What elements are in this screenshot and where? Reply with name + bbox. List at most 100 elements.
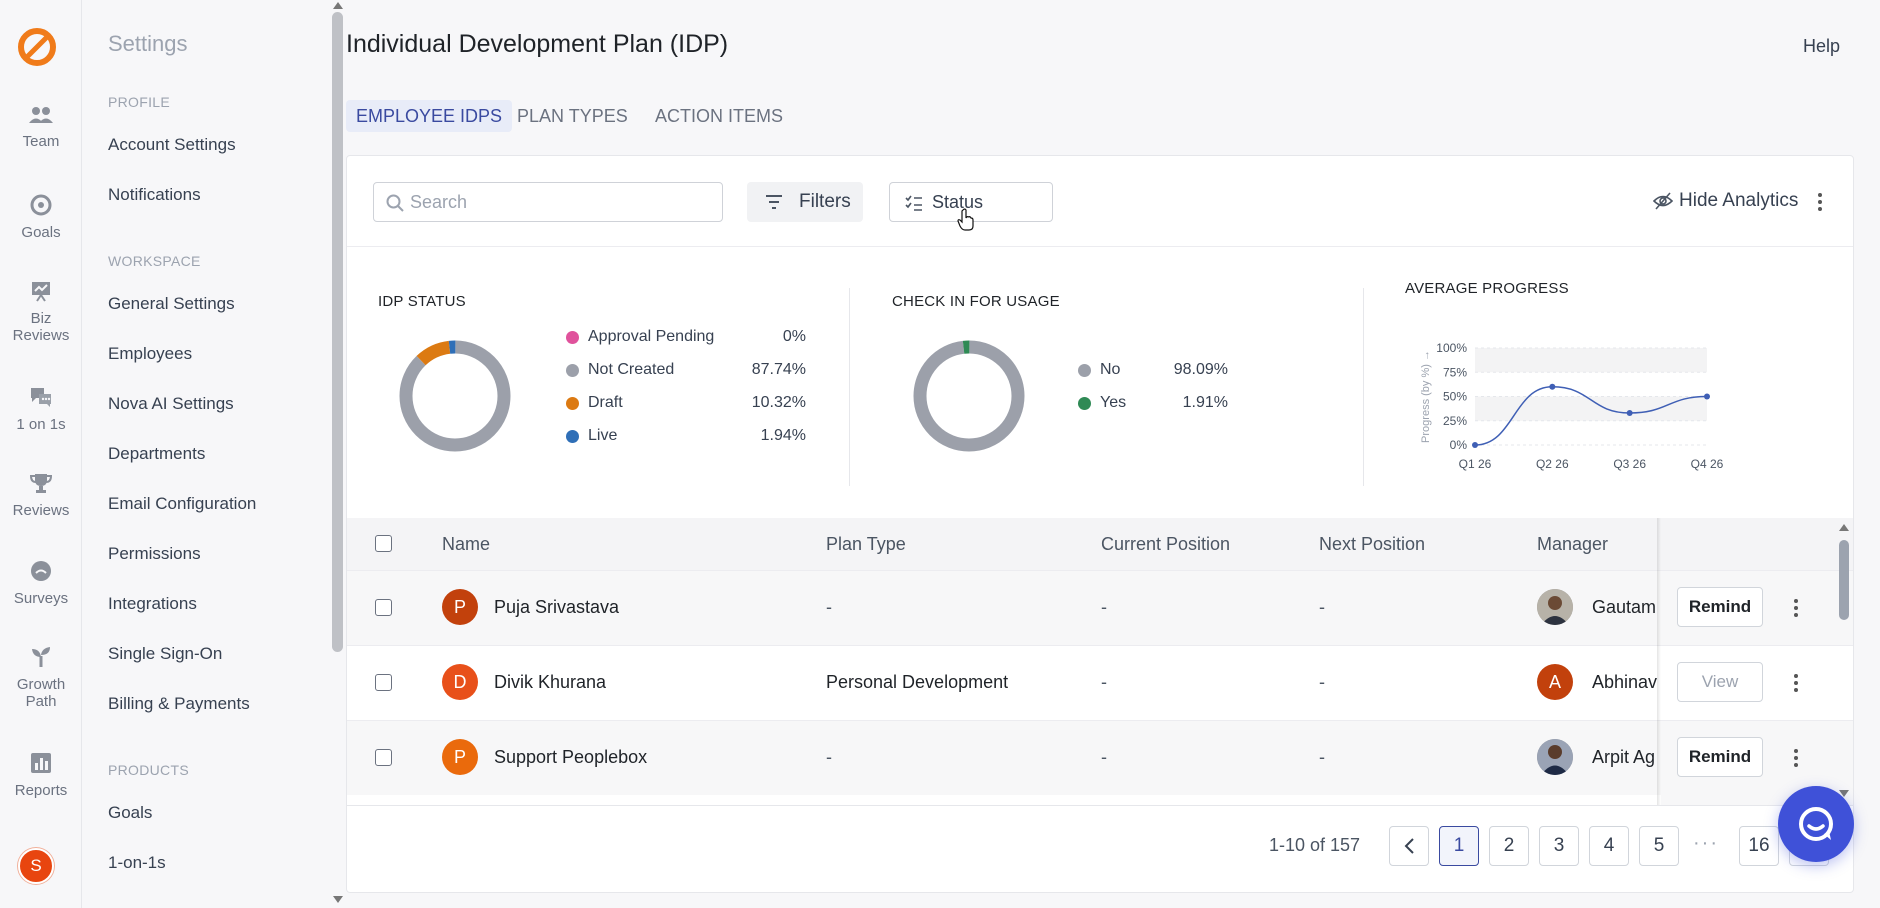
tab-action-items[interactable]: ACTION ITEMS [655,106,784,126]
chat-support-button[interactable] [1778,786,1854,862]
plan-type-cell: Personal Development [826,672,1009,692]
row-more-icon[interactable] [1793,599,1799,620]
sidebar-item-single-sign-on[interactable]: Single Sign-On [108,644,223,663]
checkin-slice-1[interactable] [913,340,1025,452]
column-header-plan-type[interactable]: Plan Type [826,534,906,554]
scroll-down-arrow-icon[interactable] [333,896,343,903]
tab-employee-idps[interactable]: EMPLOYEE IDPS [346,100,513,132]
row-checkbox[interactable] [375,674,392,691]
sidebar-item-notifications[interactable]: Notifications [108,185,201,204]
search-input[interactable] [410,183,710,221]
biz-reviews-icon [32,282,50,302]
hand-cursor-icon [957,208,974,231]
scroll-up-arrow-icon[interactable] [333,2,343,9]
sidebar-scrollbar[interactable] [332,0,344,908]
legend-pct: 98.09% [1173,361,1228,378]
employee-name[interactable]: Puja Srivastava [494,597,620,617]
rail-item-surveys[interactable]: Surveys [0,560,82,607]
sidebar-item-1on1s[interactable]: 1-on-1s [108,853,166,872]
manager-name: Abhinav [1592,672,1658,692]
sidebar-item-integrations[interactable]: Integrations [108,594,197,613]
select-all-checkbox[interactable] [375,535,392,552]
sidebar-item-goals[interactable]: Goals [108,803,153,822]
app-logo-icon[interactable] [16,26,58,68]
progress-point-q1-26[interactable] [1472,442,1478,448]
view-button[interactable]: View [1677,662,1763,702]
rail-item-team[interactable]: Team [0,105,82,150]
user-avatar[interactable]: S [18,848,54,884]
pagination-page-last[interactable]: 16 [1739,826,1779,866]
idp-status-slice-3[interactable] [399,340,511,452]
remind-button[interactable]: Remind [1677,737,1763,777]
y-tick-label: 0% [1450,438,1468,452]
rail-item-label: Team [22,133,60,150]
employee-name[interactable]: Support Peoplebox [494,747,648,767]
legend-label: Yes [1100,394,1127,411]
idp-card: Filters Status Hide Analytics IDP STATUS… [346,155,1854,893]
sidebar-item-general-settings[interactable]: General Settings [108,294,235,313]
pagination-ellipsis: ··· [1693,832,1719,854]
table-row[interactable]: P Support Peoplebox - - - Arpit Ag [347,720,1853,795]
row-more-icon[interactable] [1793,674,1799,695]
pagination-page-4[interactable]: 4 [1589,826,1629,866]
pagination-range: 1-10 of 157 [1269,835,1361,855]
toolbar-more-icon[interactable] [1817,193,1823,214]
rail-item-growth-path[interactable]: Growth Path [4,646,78,710]
sidebar-item-permissions[interactable]: Permissions [108,544,201,563]
sidebar-item-account-settings[interactable]: Account Settings [108,135,236,154]
goals-icon [30,194,52,216]
employee-name[interactable]: Divik Khurana [494,672,607,692]
scrollbar-thumb[interactable] [1839,540,1849,620]
pagination-page-5[interactable]: 5 [1639,826,1679,866]
pagination-page-1[interactable]: 1 [1439,826,1479,866]
sidebar-item-employees[interactable]: Employees [108,344,193,363]
manager-photo-avatar [1537,739,1573,775]
rail-item-reviews[interactable]: Reviews [0,472,82,519]
sidebar-item-billing-payments[interactable]: Billing & Payments [108,694,250,713]
remind-button[interactable]: Remind [1677,587,1763,627]
row-more-icon[interactable] [1793,749,1799,770]
legend-item-no: No 98.09% [1078,361,1228,381]
pagination-prev-button[interactable] [1389,826,1429,866]
row-checkbox[interactable] [375,749,392,766]
rail-item-1on1s[interactable]: 1 on 1s [0,386,82,433]
progress-point-q2-26[interactable] [1549,383,1556,390]
pagination-page-2[interactable]: 2 [1489,826,1529,866]
rail-item-reports[interactable]: Reports [0,752,82,799]
column-header-next-position[interactable]: Next Position [1319,534,1426,554]
filters-button[interactable]: Filters [747,182,863,222]
tab-plan-types[interactable]: PLAN TYPES [517,106,628,126]
table-scrollbar[interactable] [1838,522,1850,802]
scroll-down-arrow-icon[interactable] [1839,790,1849,797]
sidebar-item-departments[interactable]: Departments [108,444,206,463]
chat-bubble-icon [1799,807,1833,841]
sidebar-section-products: PRODUCTS [108,762,189,778]
help-link[interactable]: Help [1802,36,1840,56]
x-tick-label: Q4 26 [1691,457,1724,471]
rail-item-label: Reports [14,782,68,799]
legend-label: Draft [588,394,623,411]
legend-label: No [1100,361,1121,378]
sidebar-item-email-configuration[interactable]: Email Configuration [108,494,257,513]
actions-column: Remind View Remind [1657,518,1853,805]
idp-status-slice-1[interactable] [399,340,511,452]
progress-point-q4-26[interactable] [1704,393,1710,400]
team-icon [29,107,53,123]
table-row[interactable]: P Puja Srivastava - - - Gautam [347,570,1853,645]
rail-item-biz-reviews[interactable]: Biz Reviews [4,280,78,344]
row-checkbox[interactable] [375,599,392,616]
checkin-slice-0[interactable] [913,340,1025,452]
pagination-page-3[interactable]: 3 [1539,826,1579,866]
legend-item-approval-pending: Approval Pending 0% [566,328,806,348]
scroll-up-arrow-icon[interactable] [1839,524,1849,531]
icon-rail: Team Goals Biz Reviews 1 on 1s Reviews S… [0,0,82,908]
scrollbar-thumb[interactable] [332,12,343,652]
rail-item-goals[interactable]: Goals [0,194,82,241]
column-header-manager[interactable]: Manager [1537,534,1609,554]
column-header-current-position[interactable]: Current Position [1101,534,1231,554]
y-tick-label: 75% [1443,365,1467,379]
progress-point-q3-26[interactable] [1626,409,1633,416]
table-row[interactable]: D Divik Khurana Personal Development - -… [347,645,1853,720]
column-header-name[interactable]: Name [442,534,491,554]
sidebar-item-nova-ai-settings[interactable]: Nova AI Settings [108,394,234,413]
